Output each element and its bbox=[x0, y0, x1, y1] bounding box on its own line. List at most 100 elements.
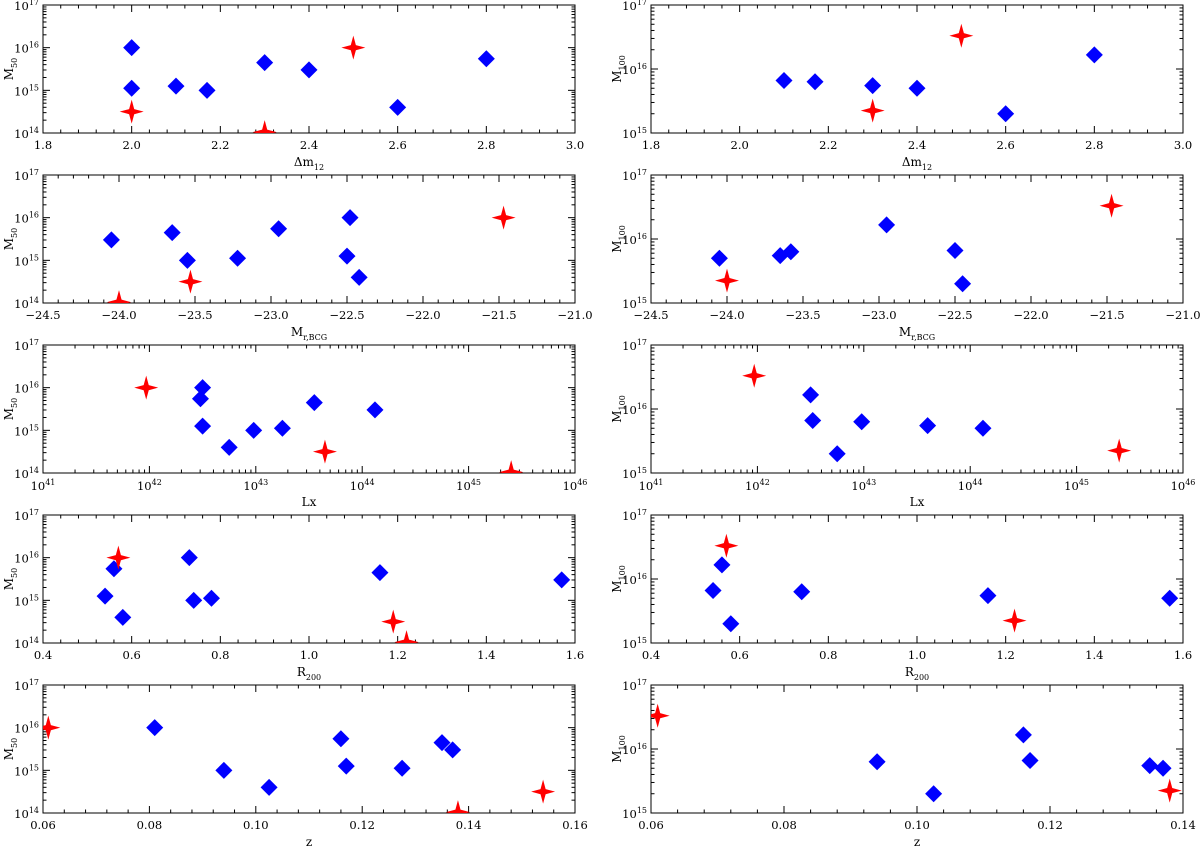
y-tick-label: 1017 bbox=[14, 338, 39, 353]
diamond-marker bbox=[180, 549, 198, 567]
diamond-marker bbox=[185, 591, 203, 609]
y-tick-label: 1016 bbox=[622, 62, 647, 77]
diamond-marker bbox=[1154, 759, 1172, 777]
y-tick-label: 1015 bbox=[14, 593, 39, 608]
diamond-marker bbox=[806, 73, 824, 91]
star-marker bbox=[445, 800, 470, 813]
star-marker bbox=[107, 290, 131, 303]
star-marker bbox=[106, 545, 131, 570]
star-marker bbox=[499, 460, 524, 473]
diamond-marker bbox=[300, 61, 318, 79]
y-tick-label: 1015 bbox=[14, 423, 39, 438]
diamond-marker bbox=[191, 390, 209, 408]
y-tick-label: 1014 bbox=[14, 296, 39, 311]
x-tick-label: −21.0 bbox=[557, 308, 592, 322]
x-tick-label: −24.0 bbox=[101, 308, 136, 322]
markers bbox=[742, 363, 1132, 463]
panel-m50-vs-mr: −24.5 −24.0 −23.5 −23.0 −22.5 −22.0 −21.5 −21.0… bbox=[2, 168, 593, 342]
diamond-marker bbox=[96, 587, 114, 605]
star-marker bbox=[1157, 778, 1182, 803]
x-tick-label: −22.0 bbox=[1013, 308, 1048, 322]
diamond-marker bbox=[270, 220, 288, 238]
star-marker bbox=[341, 35, 366, 60]
diamond-marker bbox=[260, 778, 278, 796]
diamond-marker bbox=[946, 242, 964, 260]
diamond-marker bbox=[337, 757, 355, 775]
x-tick-label: 0.12 bbox=[349, 818, 375, 832]
y-tick-label: 1017 bbox=[622, 0, 647, 13]
x-tick-label: 1.0 bbox=[908, 648, 926, 662]
diamond-marker bbox=[853, 413, 871, 431]
y-axis-title: M100 bbox=[610, 395, 627, 423]
diamond-marker bbox=[102, 231, 120, 249]
x-tick-label: −21.5 bbox=[481, 308, 516, 322]
diamond-marker bbox=[366, 401, 384, 419]
x-axis-title: Lx bbox=[910, 495, 925, 509]
y-tick-label: 1016 bbox=[14, 41, 39, 56]
diamond-marker bbox=[477, 50, 495, 68]
diamond-marker bbox=[804, 412, 822, 430]
x-tick-label: −23.0 bbox=[253, 308, 288, 322]
x-tick-label: 1041 bbox=[639, 478, 664, 493]
x-tick-label: 2.4 bbox=[908, 138, 926, 152]
diamond-marker bbox=[215, 761, 233, 779]
diamond-marker bbox=[1085, 46, 1103, 64]
x-tick-label: −23.5 bbox=[177, 308, 212, 322]
x-tick-label: 1045 bbox=[1064, 478, 1089, 493]
x-tick-label: 1045 bbox=[456, 478, 481, 493]
y-tick-label: 1017 bbox=[14, 0, 39, 13]
y-axis-title: M50 bbox=[2, 398, 19, 420]
x-tick-label: 0.10 bbox=[904, 818, 930, 832]
diamond-marker bbox=[974, 419, 992, 437]
diamond-marker bbox=[163, 224, 181, 242]
diamond-marker bbox=[775, 72, 793, 90]
diamond-marker bbox=[338, 247, 356, 265]
diamond-marker bbox=[1141, 757, 1159, 775]
y-tick-label: 1017 bbox=[14, 678, 39, 693]
panel-m100-vs-dm12: 1.8 2.0 2.2 2.4 2.6 2.8 3.0 1015 1016 1017 Δm12 M10… bbox=[610, 0, 1192, 172]
x-axis-title: Mr,BCG bbox=[899, 325, 935, 342]
x-tick-label: 2.8 bbox=[477, 138, 495, 152]
diamond-marker bbox=[802, 386, 820, 404]
x-tick-label: 1.4 bbox=[477, 648, 495, 662]
star-marker bbox=[714, 533, 739, 558]
plot-frame bbox=[650, 344, 1184, 474]
x-tick-label: 0.6 bbox=[731, 648, 749, 662]
x-tick-label: 3.0 bbox=[1174, 138, 1192, 152]
panel-m100-vs-r200: 0.4 0.6 0.8 1.0 1.2 1.4 1.6 1015 1016 1017 R200 M10… bbox=[610, 508, 1192, 682]
diamond-marker bbox=[123, 79, 141, 97]
markers bbox=[96, 545, 571, 643]
x-tick-label: 2.0 bbox=[123, 138, 141, 152]
y-axis-title: M50 bbox=[2, 58, 19, 80]
diamond-marker bbox=[305, 394, 323, 412]
x-tick-label: 1044 bbox=[958, 478, 983, 493]
star-marker bbox=[491, 205, 516, 230]
x-tick-label: 0.8 bbox=[211, 648, 229, 662]
x-tick-label: −23.0 bbox=[861, 308, 896, 322]
y-tick-label: 1017 bbox=[14, 168, 39, 183]
diamond-marker bbox=[864, 77, 882, 95]
diamond-marker bbox=[273, 419, 291, 437]
y-tick-label: 1016 bbox=[14, 551, 39, 566]
x-tick-label: −23.5 bbox=[785, 308, 820, 322]
diamond-marker bbox=[1014, 726, 1032, 744]
plot-frame bbox=[650, 4, 1184, 134]
x-tick-label: 2.2 bbox=[211, 138, 229, 152]
diamond-marker bbox=[229, 249, 247, 267]
diamond-marker bbox=[908, 79, 926, 97]
diamond-marker bbox=[868, 753, 886, 771]
diamond-marker bbox=[220, 438, 238, 456]
diamond-marker bbox=[256, 54, 274, 72]
x-tick-label: 2.8 bbox=[1085, 138, 1103, 152]
y-axis-title: M50 bbox=[2, 568, 19, 590]
y-tick-label: 1015 bbox=[622, 126, 647, 141]
star-marker bbox=[178, 269, 203, 294]
markers bbox=[651, 703, 1182, 803]
x-tick-label: −24.5 bbox=[25, 308, 60, 322]
diamond-marker bbox=[332, 730, 350, 748]
x-axis-title: R200 bbox=[905, 665, 929, 682]
y-tick-label: 1017 bbox=[14, 508, 39, 523]
diamond-marker bbox=[782, 243, 800, 261]
diamond-marker bbox=[997, 105, 1015, 123]
x-tick-label: 0.4 bbox=[34, 648, 52, 662]
